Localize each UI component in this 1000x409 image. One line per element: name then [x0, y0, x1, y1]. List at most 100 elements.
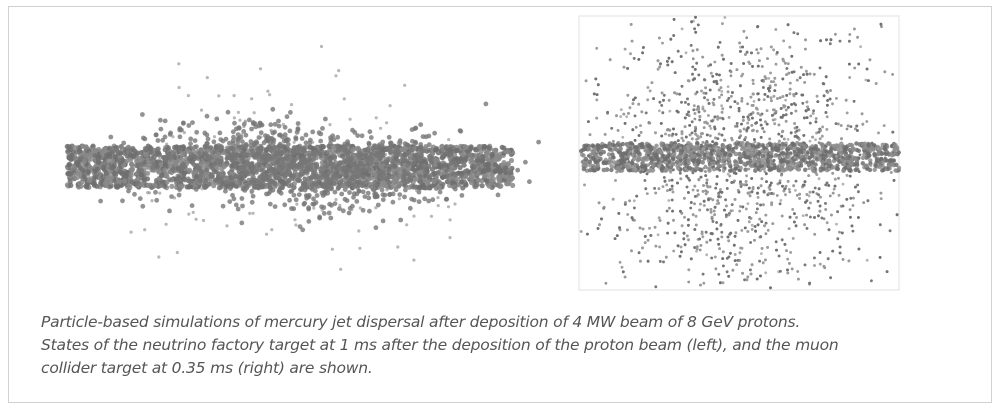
particle [233, 202, 239, 208]
particle [80, 143, 86, 149]
particle [656, 149, 661, 154]
particle [248, 152, 254, 158]
particle [155, 146, 161, 152]
particle [433, 186, 439, 191]
particle [584, 143, 589, 148]
particle [484, 172, 490, 178]
particle [729, 74, 733, 78]
particle [299, 170, 303, 174]
particle [164, 222, 168, 226]
particle [135, 180, 141, 186]
particle [298, 187, 303, 192]
particle [321, 211, 327, 216]
particle [288, 182, 294, 188]
particle [350, 203, 355, 209]
particle [293, 218, 297, 222]
particle [411, 156, 417, 162]
particle [76, 180, 83, 187]
particle [181, 171, 187, 177]
particle [662, 146, 667, 151]
particle [112, 153, 118, 160]
particle [356, 172, 362, 178]
particle [108, 165, 115, 171]
particle [590, 143, 595, 148]
particle [282, 202, 288, 208]
particle [496, 177, 502, 183]
simulation-images [64, 15, 902, 291]
particle [196, 151, 202, 156]
particle [292, 169, 298, 175]
particle [301, 160, 306, 166]
particle [256, 157, 260, 162]
particle [326, 179, 332, 185]
particle [802, 145, 807, 150]
particle [841, 168, 846, 173]
particle [883, 151, 889, 157]
particle [268, 122, 274, 128]
particle [483, 101, 489, 107]
particle [385, 169, 390, 174]
particle [224, 155, 230, 161]
particle [444, 168, 449, 174]
particle [444, 173, 450, 179]
particle [776, 168, 781, 173]
particle [248, 211, 252, 215]
particle [295, 202, 299, 206]
particle [124, 158, 130, 164]
particle [328, 149, 332, 153]
particle [406, 184, 413, 190]
particle [527, 179, 532, 185]
particle [227, 146, 233, 152]
particle [306, 219, 312, 224]
particle [458, 174, 464, 179]
particle [320, 172, 326, 178]
particle [325, 150, 329, 154]
particle [189, 203, 195, 209]
particle [347, 190, 352, 195]
particle [257, 174, 263, 180]
particle [143, 228, 147, 232]
particle [214, 116, 220, 122]
particle [187, 212, 191, 216]
particle [144, 176, 151, 182]
particle [348, 182, 354, 187]
particle [827, 160, 832, 165]
particle [122, 178, 128, 184]
particle [887, 163, 893, 168]
particle [891, 158, 897, 163]
particle [398, 217, 404, 223]
particle [780, 141, 785, 147]
particle [286, 156, 291, 161]
particle [328, 137, 334, 143]
particle [212, 171, 216, 175]
particle [397, 197, 401, 201]
particle [468, 145, 474, 152]
particle [256, 145, 262, 151]
particle [188, 136, 194, 142]
particle [814, 117, 818, 120]
particle [639, 156, 645, 162]
particle [278, 151, 284, 157]
particle [236, 125, 242, 130]
particle [693, 202, 696, 206]
particle [291, 159, 296, 165]
particle [503, 169, 509, 176]
particle [163, 148, 167, 153]
particle [828, 153, 833, 158]
particle [781, 157, 786, 163]
particle [720, 104, 723, 108]
particle [158, 191, 162, 195]
particle [401, 173, 407, 179]
particle [391, 178, 397, 184]
particle [235, 152, 240, 158]
particle [599, 144, 605, 149]
particle [352, 130, 358, 135]
particle [259, 135, 263, 139]
particle [232, 120, 237, 126]
particle [292, 140, 296, 144]
particle [854, 141, 859, 146]
particle [420, 182, 426, 188]
particle [255, 166, 259, 170]
particle [194, 144, 199, 150]
particle [115, 183, 121, 189]
